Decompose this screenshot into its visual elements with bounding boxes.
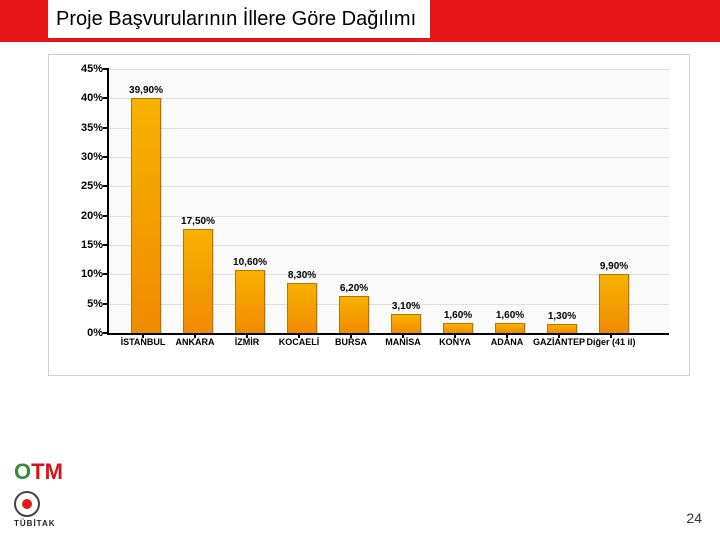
bar: 17,50% bbox=[183, 229, 213, 333]
bar: 39,90% bbox=[131, 98, 161, 333]
bar-chart-container: 0% 5% 10% 15% 20% 25% 30% 35% 40% 45% 39,90% 17,50… bbox=[48, 54, 690, 376]
x-category-label: Diğer (41 il) bbox=[586, 337, 635, 347]
y-tick-label: 20% bbox=[65, 210, 103, 222]
bar-value-label: 1,60% bbox=[444, 310, 472, 321]
x-tick-mark bbox=[142, 333, 144, 338]
x-category-label: ADANA bbox=[491, 337, 524, 347]
y-tick-label: 0% bbox=[65, 327, 103, 339]
x-tick-mark bbox=[558, 333, 560, 338]
bar: 1,60% bbox=[495, 323, 525, 333]
bar-value-label: 1,60% bbox=[496, 310, 524, 321]
x-category-label: KOCAELİ bbox=[279, 337, 320, 347]
y-tick-label: 15% bbox=[65, 239, 103, 251]
plot-area: 39,90% 17,50% 10,60% 8,30% 6,20% 3,10% 1,60% 1,… bbox=[107, 69, 669, 335]
x-tick-mark bbox=[402, 333, 404, 338]
bar-value-label: 3,10% bbox=[392, 301, 420, 312]
bar-value-label: 10,60% bbox=[233, 257, 267, 268]
x-tick-mark bbox=[350, 333, 352, 338]
tubitak-label: TÜBİTAK bbox=[14, 519, 63, 528]
x-category-label: İSTANBUL bbox=[121, 337, 166, 347]
x-category-label: BURSA bbox=[335, 337, 367, 347]
y-tick-label: 10% bbox=[65, 268, 103, 280]
page-title: Proje Başvurularının İllere Göre Dağılım… bbox=[48, 0, 430, 38]
y-tick-label: 5% bbox=[65, 298, 103, 310]
tubitak-circle-icon bbox=[14, 491, 40, 517]
x-tick-mark bbox=[454, 333, 456, 338]
bar-value-label: 6,20% bbox=[340, 283, 368, 294]
y-tick-label: 25% bbox=[65, 180, 103, 192]
bar-value-label: 17,50% bbox=[181, 216, 215, 227]
x-tick-mark bbox=[298, 333, 300, 338]
bar: 1,60% bbox=[443, 323, 473, 333]
bar: 3,10% bbox=[391, 314, 421, 333]
bar: 9,90% bbox=[599, 274, 629, 333]
logo-tubitak bbox=[14, 491, 63, 517]
bar: 10,60% bbox=[235, 270, 265, 333]
x-tick-mark bbox=[610, 333, 612, 338]
header-band: Proje Başvurularının İllere Göre Dağılım… bbox=[0, 0, 720, 42]
bar-value-label: 8,30% bbox=[288, 270, 316, 281]
x-category-label: GAZİANTEP bbox=[533, 337, 585, 347]
x-category-label: KONYA bbox=[439, 337, 471, 347]
y-tick-label: 30% bbox=[65, 151, 103, 163]
x-category-label: MANİSA bbox=[385, 337, 421, 347]
x-category-label: İZMİR bbox=[235, 337, 260, 347]
bar-value-label: 39,90% bbox=[129, 85, 163, 96]
bar: 8,30% bbox=[287, 283, 317, 333]
x-tick-mark bbox=[246, 333, 248, 338]
bar: 6,20% bbox=[339, 296, 369, 333]
tubitak-dot-icon bbox=[22, 499, 32, 509]
logo-dtm-circle-icon: O bbox=[14, 459, 31, 484]
y-tick-label: 45% bbox=[65, 63, 103, 75]
logo-dtm-text: TM bbox=[31, 459, 63, 484]
logo-dtm: OTM bbox=[14, 459, 63, 485]
x-tick-mark bbox=[194, 333, 196, 338]
x-tick-mark bbox=[506, 333, 508, 338]
x-category-label: ANKARA bbox=[176, 337, 215, 347]
bar-value-label: 1,30% bbox=[548, 311, 576, 322]
bar-value-label: 9,90% bbox=[600, 261, 628, 272]
page-number: 24 bbox=[686, 510, 702, 526]
y-tick-label: 40% bbox=[65, 92, 103, 104]
y-tick-label: 35% bbox=[65, 122, 103, 134]
bar: 1,30% bbox=[547, 324, 577, 333]
footer-logos: OTM TÜBİTAK bbox=[14, 459, 63, 528]
bars-group: 39,90% 17,50% 10,60% 8,30% 6,20% 3,10% 1,60% 1,… bbox=[109, 69, 669, 333]
